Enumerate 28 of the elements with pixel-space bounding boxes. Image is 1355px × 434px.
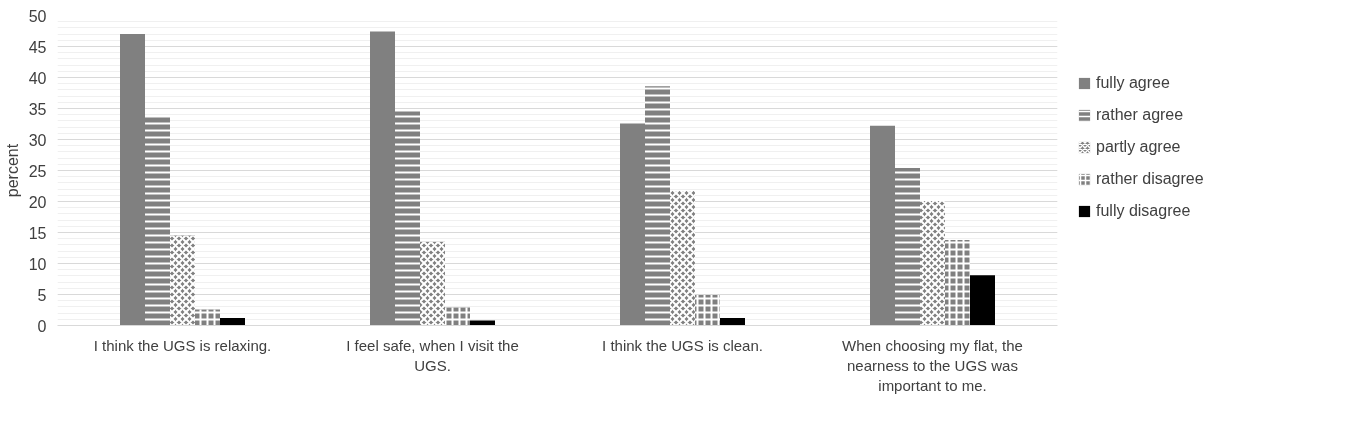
- x-tick-label: I think the UGS is relaxing.: [93, 336, 272, 354]
- y-tick-label: 40: [28, 69, 47, 87]
- bar: [120, 34, 145, 326]
- y-tick-label: 45: [28, 38, 47, 56]
- y-tick-label: 5: [37, 286, 47, 304]
- bar: [220, 318, 245, 326]
- y-tick-label: 15: [28, 224, 47, 242]
- y-tick-label: 20: [28, 193, 47, 211]
- x-tick-label: When choosing my flat, the nearness to the UGS was important to me.: [842, 336, 1023, 395]
- legend-label: partly agree: [1096, 137, 1181, 156]
- legend-label: fully disagree: [1096, 201, 1191, 220]
- y-tick-label: 50: [28, 7, 47, 25]
- y-tick-label: 25: [28, 162, 47, 180]
- bar: [620, 123, 645, 326]
- bar: [870, 125, 895, 326]
- y-tick-label: 30: [28, 131, 47, 149]
- y-tick-label: 0: [37, 317, 47, 335]
- x-tick-label: I feel safe, when I visit the UGS.: [346, 336, 519, 374]
- legend-label: rather agree: [1096, 105, 1184, 124]
- y-tick-label: 35: [28, 100, 47, 118]
- y-tick-label: 10: [28, 255, 47, 273]
- bar: [370, 31, 395, 326]
- x-tick-label: I think the UGS is clean.: [602, 336, 763, 354]
- y-axis-title: percent: [3, 143, 21, 198]
- legend-label: fully agree: [1096, 73, 1170, 92]
- legend-label: rather disagree: [1096, 169, 1204, 188]
- bar: [720, 318, 745, 326]
- bar: [970, 275, 995, 326]
